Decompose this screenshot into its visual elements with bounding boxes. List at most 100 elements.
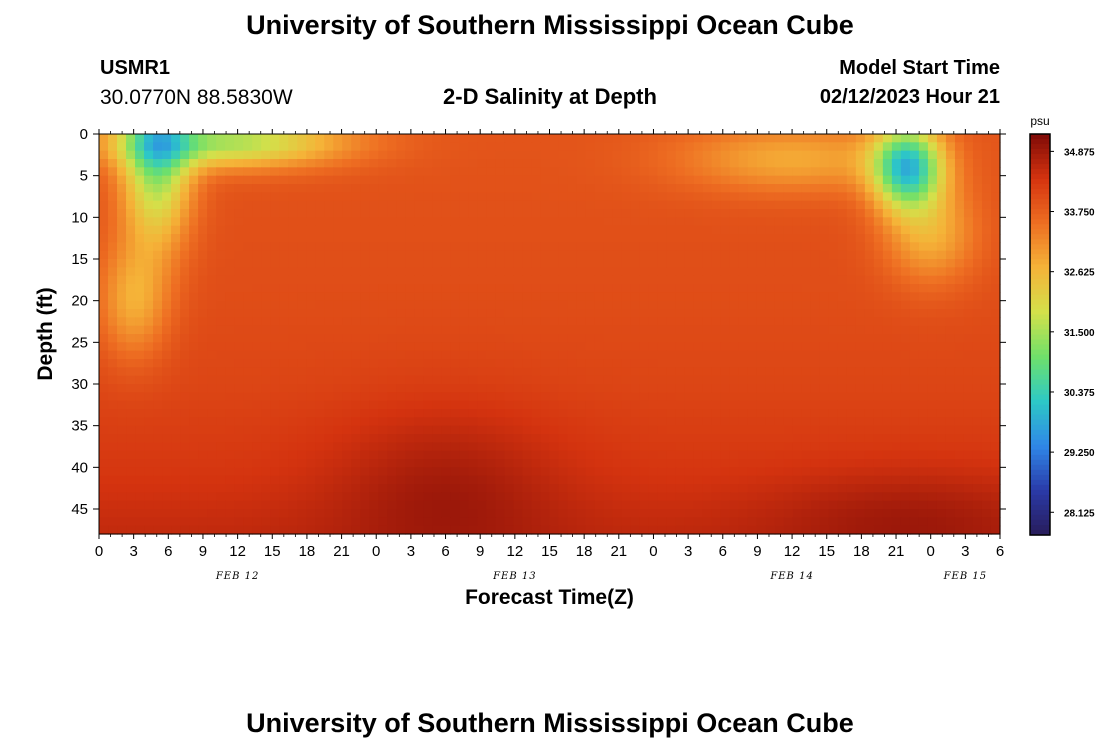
heatmap-cell — [621, 367, 632, 377]
heatmap-cell — [765, 509, 776, 518]
heatmap-cell — [522, 459, 533, 468]
heatmap-cell — [945, 384, 956, 393]
heatmap-cell — [549, 267, 560, 277]
heatmap-cell — [522, 300, 533, 310]
heatmap-cell — [261, 500, 271, 510]
heatmap-cell — [801, 409, 812, 418]
heatmap-cell — [531, 384, 542, 393]
heatmap-cell — [234, 309, 244, 318]
heatmap-cell — [432, 442, 442, 452]
heatmap-cell — [288, 325, 298, 335]
heatmap-cell — [513, 500, 524, 510]
heatmap-cell — [792, 275, 803, 285]
heatmap-cell — [990, 250, 1001, 260]
heatmap-cell — [261, 192, 271, 202]
heatmap-cell — [117, 375, 127, 385]
heatmap-cell — [432, 417, 442, 427]
heatmap-cell — [306, 475, 316, 485]
heatmap-cell — [135, 250, 145, 260]
heatmap-cell — [414, 167, 424, 177]
heatmap-cell — [855, 417, 866, 427]
heatmap-cell — [639, 300, 650, 310]
heatmap-cell — [783, 375, 794, 385]
heatmap-cell — [729, 525, 740, 535]
heatmap-cell — [909, 467, 920, 477]
heatmap-cell — [306, 450, 316, 460]
heatmap-cell — [756, 225, 767, 235]
heatmap-cell — [522, 167, 533, 177]
heatmap-cell — [360, 509, 370, 518]
heatmap-cell — [828, 209, 839, 218]
heatmap-cell — [747, 142, 758, 152]
x-tick-label: 0 — [927, 543, 935, 560]
heatmap-cell — [441, 217, 451, 227]
heatmap-cell — [144, 509, 154, 518]
heatmap-cell — [774, 142, 785, 152]
heatmap-cell — [720, 517, 731, 527]
heatmap-cell — [756, 434, 767, 443]
heatmap-cell — [171, 167, 181, 177]
heatmap-cell — [801, 367, 812, 377]
heatmap-cell — [729, 517, 740, 527]
heatmap-cell — [414, 409, 424, 418]
heatmap-cell — [594, 484, 605, 493]
heatmap-cell — [261, 409, 271, 418]
heatmap-cell — [396, 300, 406, 310]
heatmap-cell — [324, 317, 334, 327]
heatmap-cell — [684, 309, 695, 318]
heatmap-cell — [621, 225, 632, 235]
heatmap-cell — [657, 200, 668, 210]
heatmap-cell — [522, 342, 533, 352]
heatmap-cell — [234, 525, 244, 535]
heatmap-cell — [324, 509, 334, 518]
heatmap-cell — [333, 150, 343, 160]
heatmap-cell — [315, 250, 325, 260]
heatmap-cell — [936, 400, 947, 410]
heatmap-cell — [612, 500, 623, 510]
heatmap-cell — [684, 267, 695, 277]
heatmap-cell — [486, 484, 497, 493]
heatmap-cell — [576, 267, 587, 277]
heatmap-cell — [963, 317, 974, 327]
heatmap-cell — [558, 325, 569, 335]
heatmap-cell — [198, 200, 208, 210]
heatmap-cell — [693, 450, 704, 460]
heatmap-cell — [351, 492, 361, 502]
heatmap-cell — [207, 409, 217, 418]
heatmap-cell — [729, 275, 740, 285]
heatmap-cell — [234, 442, 244, 452]
heatmap-cell — [954, 525, 965, 535]
heatmap-cell — [693, 317, 704, 327]
heatmap-cell — [477, 350, 488, 360]
heatmap-cell — [702, 392, 713, 402]
heatmap-cell — [783, 475, 794, 485]
heatmap-cell — [612, 300, 623, 310]
heatmap-cell — [756, 142, 767, 152]
heatmap-cell — [855, 250, 866, 260]
heatmap-cell — [819, 284, 830, 293]
heatmap-cell — [657, 475, 668, 485]
heatmap-cell — [936, 242, 947, 252]
heatmap-cell — [486, 167, 497, 177]
heatmap-cell — [180, 375, 190, 385]
heatmap-cell — [945, 142, 956, 152]
heatmap-cell — [828, 134, 839, 143]
heatmap-cell — [414, 342, 424, 352]
heatmap-cell — [261, 367, 271, 377]
heatmap-cell — [612, 192, 623, 202]
heatmap-cell — [576, 517, 587, 527]
heatmap-cell — [873, 142, 884, 152]
heatmap-cell — [189, 350, 199, 360]
heatmap-cell — [639, 517, 650, 527]
heatmap-cell — [477, 200, 488, 210]
heatmap-cell — [729, 175, 740, 185]
heatmap-cell — [108, 475, 118, 485]
heatmap-cell — [666, 459, 677, 468]
heatmap-cell — [441, 442, 451, 452]
heatmap-cell — [765, 484, 776, 493]
heatmap-cell — [108, 525, 118, 535]
heatmap-cell — [657, 259, 668, 268]
heatmap-cell — [756, 409, 767, 418]
heatmap-cell — [846, 242, 857, 252]
heatmap-cell — [252, 134, 262, 143]
